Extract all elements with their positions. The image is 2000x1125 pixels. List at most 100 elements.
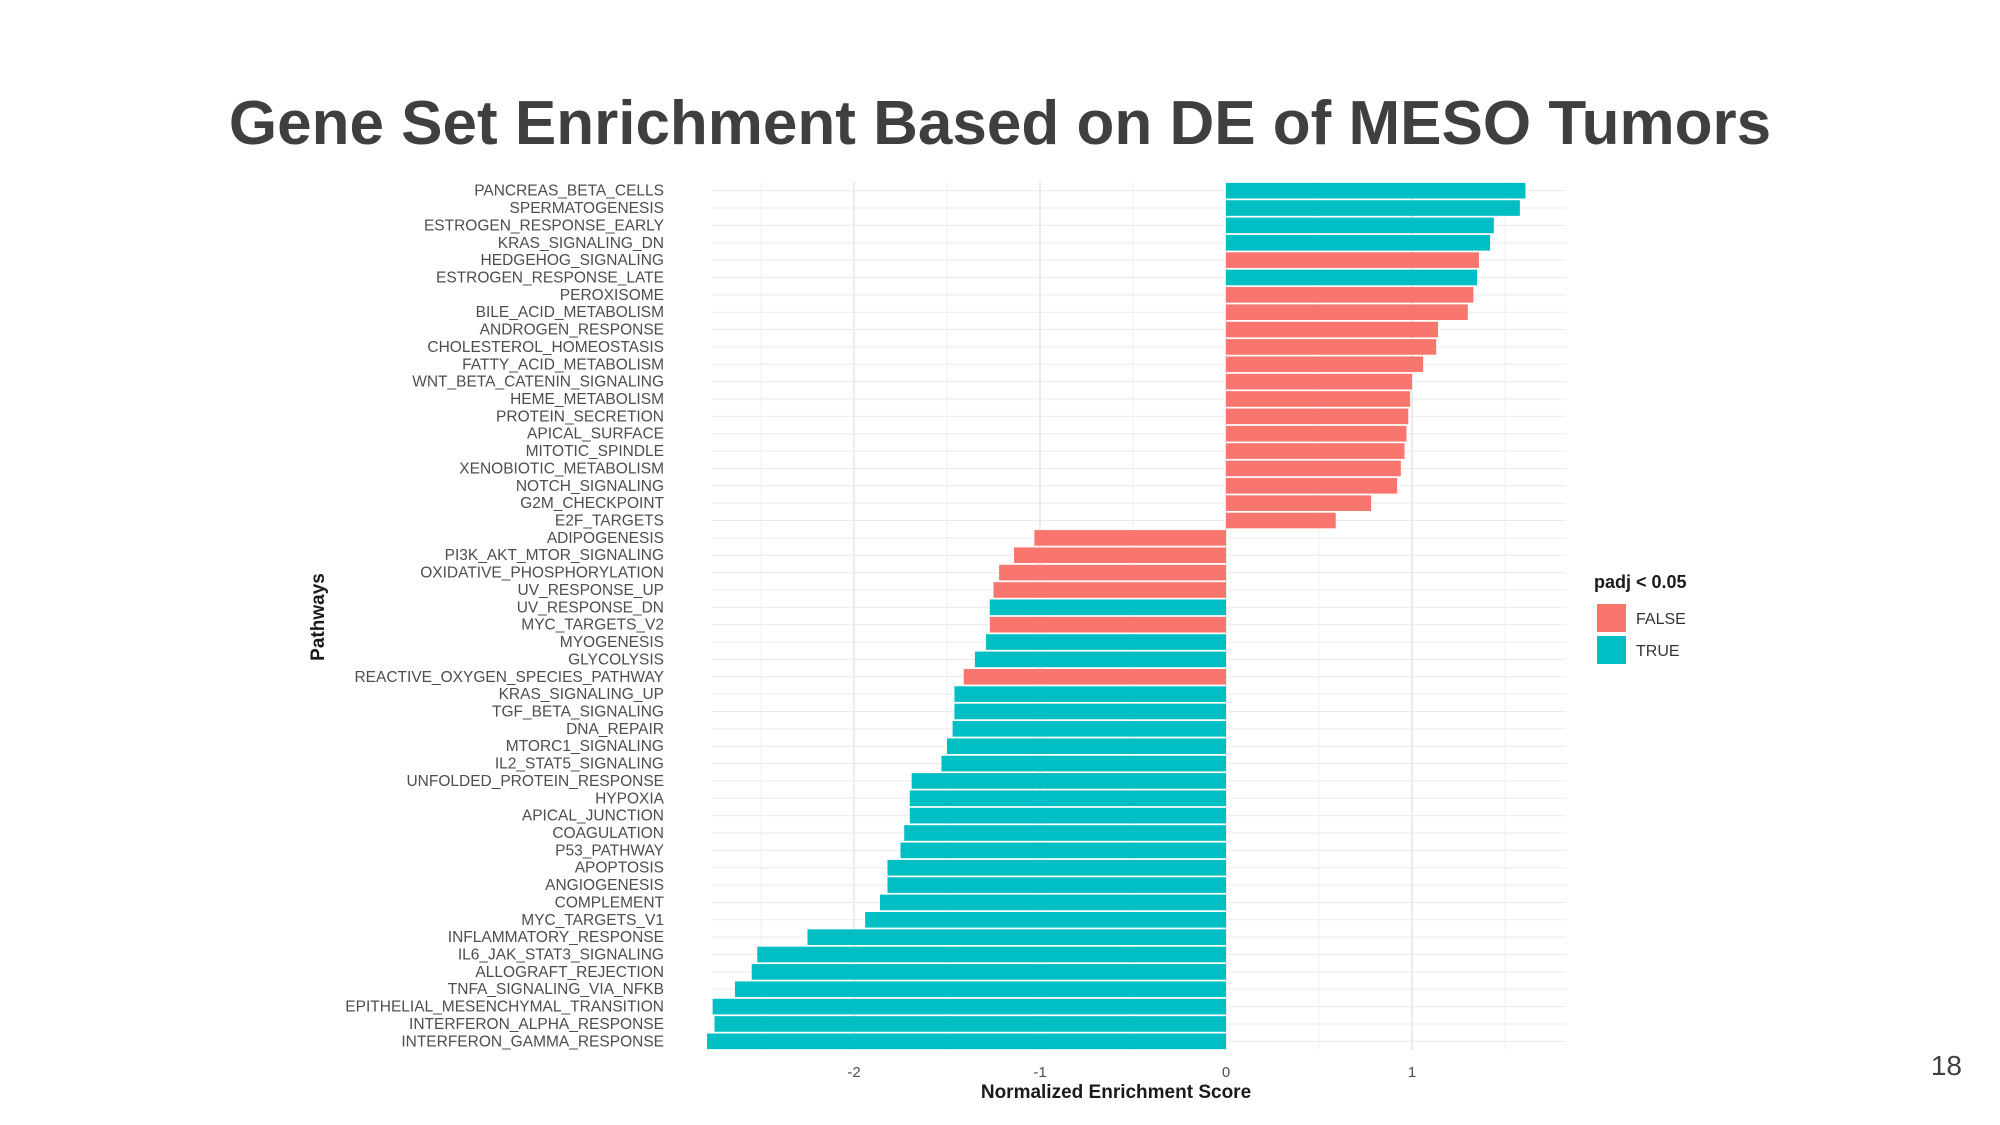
y-tick-label: ESTROGEN_RESPONSE_EARLY <box>424 217 664 234</box>
legend-swatch-true <box>1597 636 1626 664</box>
y-tick-label: HEDGEHOG_SIGNALING <box>481 252 664 269</box>
y-tick-label: MYC_TARGETS_V1 <box>521 912 664 929</box>
bar-adipogenesis <box>1034 530 1226 546</box>
bar-glycolysis <box>974 651 1226 668</box>
bar-heme-metabolism <box>1226 391 1411 407</box>
y-tick-label: KRAS_SIGNALING_UP <box>499 686 664 703</box>
y-tick-label: IL6_JAK_STAT3_SIGNALING <box>458 947 664 964</box>
y-tick-label: NOTCH_SIGNALING <box>516 478 664 495</box>
y-tick-label: UV_RESPONSE_UP <box>518 582 664 599</box>
y-tick-label: PI3K_AKT_MTOR_SIGNALING <box>445 547 664 564</box>
x-tick-label: -1 <box>1033 1064 1046 1081</box>
y-tick-label: UNFOLDED_PROTEIN_RESPONSE <box>406 773 664 790</box>
y-tick-label: ESTROGEN_RESPONSE_LATE <box>436 269 664 286</box>
bar-unfolded-protein-response <box>911 773 1226 789</box>
bar-peroxisome <box>1226 287 1474 303</box>
bar-il6-jak-stat3-signaling <box>757 946 1226 963</box>
y-tick-label: SPERMATOGENESIS <box>510 200 664 217</box>
bar-pancreas-beta-cells <box>1226 182 1526 199</box>
bar-tnfa-signaling-via-nfkb <box>734 981 1226 998</box>
bar-inflammatory-response <box>807 929 1226 945</box>
y-tick-label: PEROXISOME <box>560 287 664 304</box>
y-tick-label: INTERFERON_ALPHA_RESPONSE <box>409 1016 664 1033</box>
x-tick-label: 1 <box>1408 1064 1416 1081</box>
bar-androgen-response <box>1226 321 1439 338</box>
y-tick-label: P53_PATHWAY <box>555 842 664 859</box>
bar-p53-pathway <box>900 842 1226 859</box>
bar-wnt-beta-catenin-signaling <box>1226 373 1412 390</box>
bar-g2m-checkpoint <box>1226 495 1372 511</box>
bar-mitotic-spindle <box>1226 443 1405 459</box>
legend-label-false: FALSE <box>1636 611 1686 628</box>
bar-estrogen-response-late <box>1226 269 1478 286</box>
bar-complement <box>880 894 1226 911</box>
y-tick-label: XENOBIOTIC_METABOLISM <box>459 460 664 477</box>
bar-allograft-rejection <box>751 964 1226 980</box>
bar-interferon-gamma-response <box>707 1033 1226 1050</box>
y-tick-label: MYOGENESIS <box>560 634 664 651</box>
bar-fatty-acid-metabolism <box>1226 356 1424 373</box>
y-tick-label: MYC_TARGETS_V2 <box>521 617 664 634</box>
bar-cholesterol-homeostasis <box>1226 339 1437 355</box>
bars-layer <box>707 182 1526 1050</box>
y-axis-title: Pathways <box>308 573 329 661</box>
y-tick-label: PROTEIN_SECRETION <box>496 408 664 425</box>
y-tick-label: DNA_REPAIR <box>566 721 664 738</box>
bar-uv-response-up <box>993 582 1226 598</box>
y-tick-label: REACTIVE_OXYGEN_SPECIES_PATHWAY <box>354 669 664 686</box>
y-tick-label: INFLAMMATORY_RESPONSE <box>448 929 664 946</box>
bar-tgf-beta-signaling <box>954 703 1226 720</box>
y-tick-label: OXIDATIVE_PHOSPHORYLATION <box>420 565 664 582</box>
bar-dna-repair <box>952 721 1226 737</box>
y-tick-label: ALLOGRAFT_REJECTION <box>475 964 664 981</box>
bar-myogenesis <box>986 634 1226 650</box>
bar-oxidative-phosphorylation <box>999 564 1226 581</box>
y-tick-label: KRAS_SIGNALING_DN <box>498 235 664 252</box>
y-tick-label: MTORC1_SIGNALING <box>506 738 664 755</box>
y-tick-label: MITOTIC_SPINDLE <box>526 443 664 460</box>
y-tick-label: IL2_STAT5_SIGNALING <box>495 756 664 773</box>
bar-kras-signaling-up <box>954 686 1226 702</box>
bar-interferon-alpha-response <box>714 1016 1226 1032</box>
bar-bile-acid-metabolism <box>1226 304 1468 321</box>
y-tick-label: TNFA_SIGNALING_VIA_NFKB <box>448 981 664 998</box>
y-tick-label: ADIPOGENESIS <box>547 530 664 547</box>
legend-swatch-false <box>1597 604 1626 632</box>
bar-pi3k-akt-mtor-signaling <box>1013 547 1226 564</box>
legend-title: padj < 0.05 <box>1594 572 1687 592</box>
bar-notch-signaling <box>1226 477 1398 494</box>
bar-spermatogenesis <box>1226 200 1520 216</box>
slide-title: Gene Set Enrichment Based on DE of MESO … <box>228 89 1772 158</box>
y-tick-label: CHOLESTEROL_HOMEOSTASIS <box>427 339 664 356</box>
bar-hypoxia <box>909 790 1226 807</box>
y-tick-label: EPITHELIAL_MESENCHYMAL_TRANSITION <box>345 999 664 1016</box>
legend: padj < 0.05 FALSE TRUE <box>1594 572 1687 664</box>
bar-xenobiotic-metabolism <box>1226 460 1401 477</box>
y-tick-label: UV_RESPONSE_DN <box>517 599 664 616</box>
bar-angiogenesis <box>887 877 1226 893</box>
bar-uv-response-dn <box>989 599 1226 616</box>
bar-apoptosis <box>887 859 1226 876</box>
bar-hedgehog-signaling <box>1226 252 1479 268</box>
y-tick-label: PANCREAS_BETA_CELLS <box>474 183 664 200</box>
bar-estrogen-response-early <box>1226 217 1494 234</box>
y-tick-label: FATTY_ACID_METABOLISM <box>462 356 664 373</box>
y-tick-labels: PANCREAS_BETA_CELLSSPERMATOGENESISESTROG… <box>345 183 664 1051</box>
y-tick-label: E2F_TARGETS <box>555 513 664 530</box>
bar-coagulation <box>904 825 1226 841</box>
y-tick-label: BILE_ACID_METABOLISM <box>476 304 664 321</box>
bar-e2f-targets <box>1226 512 1336 529</box>
legend-label-true: TRUE <box>1636 643 1680 660</box>
bar-reactive-oxygen-species-pathway <box>963 668 1226 685</box>
bar-epithelial-mesenchymal-transition <box>712 998 1226 1015</box>
bar-myc-targets-v2 <box>989 616 1226 633</box>
y-tick-label: APICAL_JUNCTION <box>522 808 664 825</box>
page-number: 18 <box>1930 1050 1962 1081</box>
y-tick-label: WNT_BETA_CATENIN_SIGNALING <box>412 374 664 391</box>
bar-apical-junction <box>909 807 1226 824</box>
y-tick-label: ANDROGEN_RESPONSE <box>480 322 664 339</box>
y-tick-label: APICAL_SURFACE <box>527 426 664 443</box>
y-tick-label: HYPOXIA <box>595 790 665 807</box>
bar-apical-surface <box>1226 425 1407 442</box>
